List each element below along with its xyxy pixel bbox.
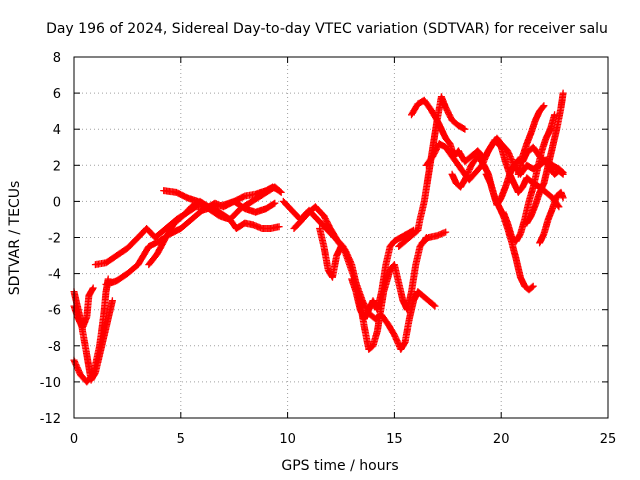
plot-frame (73, 56, 609, 419)
series-track-s (514, 102, 548, 178)
y-tick-label: 6 (53, 87, 61, 102)
data-marker-track (514, 102, 548, 178)
x-tick-label: 0 (70, 432, 78, 447)
data-marker-track (418, 228, 450, 247)
y-tick-label: -6 (48, 304, 61, 319)
data-marker-track (523, 89, 567, 227)
y-axis-label: SDTVAR / TECUs (7, 181, 23, 296)
series-track-t (523, 89, 567, 227)
data-marker-track (499, 111, 559, 245)
data-marker-track (160, 183, 285, 223)
chart-title: Day 196 of 2024, Sidereal Day-to-day VTE… (46, 21, 608, 37)
data-marker-track (290, 203, 430, 353)
y-tick-label: 8 (53, 51, 61, 66)
series-track-m (418, 228, 450, 247)
x-tick-label: 15 (386, 432, 403, 447)
data-points (70, 89, 567, 386)
y-tick-label: -10 (40, 376, 61, 391)
y-tick-label: -8 (48, 340, 61, 355)
x-tick-label: 20 (493, 432, 510, 447)
x-tick-label: 5 (177, 432, 185, 447)
x-axis-label: GPS time / hours (281, 458, 398, 474)
x-tick-label: 25 (600, 432, 617, 447)
data-marker-track (348, 226, 418, 323)
series-track-g (160, 183, 285, 223)
tick-labels: 0 5 10 15 20 25 -12 -10 -8 -6 -4 -2 0 2 4 6 8 (40, 51, 617, 447)
series-track-r (499, 111, 559, 245)
x-tick-label: 10 (279, 432, 296, 447)
data-marker-track (316, 225, 345, 281)
y-tick-label: -4 (48, 268, 61, 283)
y-tick-label: 2 (53, 159, 61, 174)
data-marker-track (536, 188, 567, 247)
y-tick-label: -12 (40, 412, 61, 427)
series-track-u (536, 188, 567, 247)
y-tick-label: 0 (53, 195, 61, 210)
series-track-i (290, 203, 430, 353)
series-track-j (316, 225, 345, 281)
y-tick-label: -2 (48, 232, 61, 247)
y-tick-label: 4 (53, 123, 61, 138)
series-track-k (348, 226, 418, 323)
